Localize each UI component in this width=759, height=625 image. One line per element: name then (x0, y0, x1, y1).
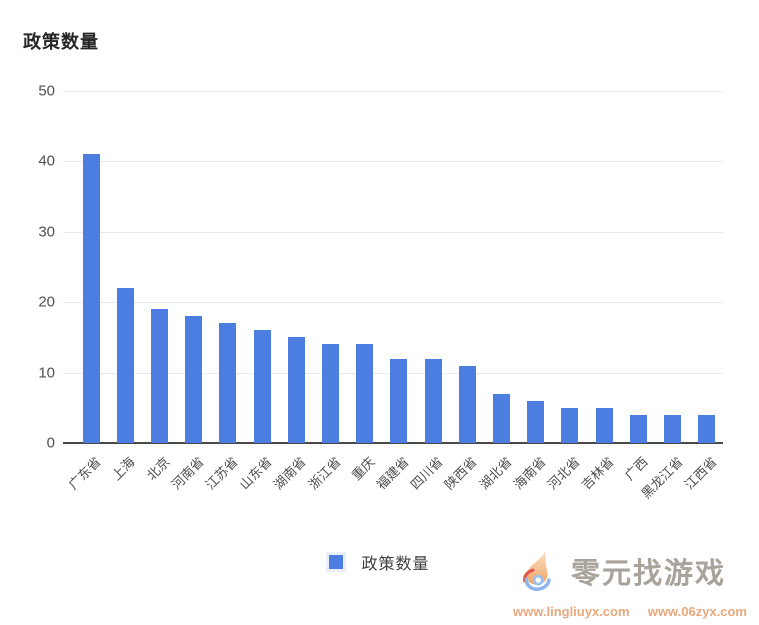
bar-北京 (151, 309, 168, 443)
bar-广西 (629, 414, 647, 443)
bar-slot: 湖北省 (476, 91, 518, 492)
bar-slot: 重庆 (348, 91, 382, 483)
watermark-title: 零元找游戏 (571, 558, 727, 590)
legend: 政策数量 (0, 550, 759, 574)
watermark: 零元找游戏 www.lingliuyx.com www.06zyx.com (513, 548, 747, 619)
x-axis-label-江西省: 江西省 (681, 454, 720, 493)
x-axis-label-福建省: 福建省 (373, 454, 412, 493)
x-axis-label-山东省: 山东省 (236, 454, 275, 493)
bar-slot: 北京 (142, 91, 176, 483)
bar-slot: 湖南省 (271, 91, 313, 492)
x-axis-label-陕西省: 陕西省 (441, 454, 481, 493)
x-axis-line (63, 442, 723, 444)
y-axis-tick-40: 40 (38, 152, 55, 170)
x-axis-label-湖南省: 湖南省 (270, 454, 310, 493)
bar-slot: 福建省 (373, 91, 416, 492)
bar-陕西省 (458, 365, 476, 443)
flame-swirl-logo-icon (513, 548, 567, 601)
bar-slot: 四川省 (408, 91, 450, 492)
bar-吉林省 (595, 407, 613, 443)
x-axis-label-广东省: 广东省 (65, 454, 104, 493)
x-axis-label-河南省: 河南省 (168, 454, 207, 493)
bar-slot: 黑龙江省 (638, 91, 689, 502)
y-axis-tick-30: 30 (38, 223, 55, 241)
bar-slot: 广东省 (66, 91, 108, 492)
y-axis-tick-50: 50 (38, 82, 55, 100)
gridline-50 (63, 91, 723, 92)
x-axis-label-吉林省: 吉林省 (578, 454, 617, 493)
y-axis-tick-10: 10 (38, 364, 55, 382)
bar-湖北省 (493, 393, 511, 443)
bar-上海 (116, 288, 134, 443)
bar-slot: 河南省 (168, 91, 211, 492)
legend-swatch (329, 555, 344, 569)
bar-slot: 河北省 (544, 91, 587, 492)
bar-重庆 (356, 344, 374, 443)
x-axis-label-海南省: 海南省 (510, 454, 549, 493)
bar-浙江省 (322, 344, 340, 443)
bar-slot: 吉林省 (579, 91, 621, 492)
bars-row: 广东省 上海 北京 河南省 江苏省 山东省 湖南省 浙江省 重庆 福建省 四川省 陕西省 湖北省 海南省河… (66, 91, 724, 502)
y-axis-tick-20: 20 (38, 293, 55, 311)
bar-slot: 浙江省 (305, 91, 347, 492)
x-axis-label-河北省: 河北省 (544, 454, 583, 493)
bar-slot: 海南省 (510, 91, 553, 492)
watermark-url-2: www.06zyx.com (647, 604, 747, 619)
bar-slot: 陕西省 (442, 91, 484, 492)
y-axis-tick-0: 0 (46, 434, 55, 452)
bar-湖南省 (287, 337, 305, 443)
watermark-urls: www.lingliuyx.com www.06zyx.com (513, 604, 747, 619)
gridline-20 (63, 302, 723, 304)
watermark-url-1: www.lingliuyx.com (513, 604, 630, 619)
x-axis-label-浙江省: 浙江省 (305, 454, 344, 493)
chart-title: 政策数量 (23, 32, 99, 52)
bar-山东省 (253, 330, 271, 443)
gridline-30 (63, 231, 723, 233)
bar-福建省 (390, 358, 408, 443)
x-axis-label-江苏省: 江苏省 (202, 454, 241, 493)
bar-海南省 (527, 400, 545, 443)
bar-河北省 (561, 407, 579, 443)
bar-广东省 (82, 154, 100, 443)
bar-slot: 江西省 (681, 91, 724, 492)
bar-slot: 山东省 (237, 91, 279, 492)
bar-江苏省 (219, 323, 237, 443)
bar-河南省 (185, 316, 203, 443)
x-axis-label-上海: 上海 (109, 454, 139, 484)
x-axis-label-湖北省: 湖北省 (476, 454, 515, 493)
plot-area: 0 10 20 30 40 50 广东省 上海 北京 河南省 江苏省 山东省 湖南省 浙江省 重庆 福建省 四川… (38, 83, 724, 502)
bar-slot: 江苏省 (202, 91, 245, 492)
bar-黑龙江省 (664, 414, 682, 443)
bar-江西省 (698, 414, 716, 443)
x-axis-label-四川省: 四川省 (407, 454, 446, 493)
legend-label: 政策数量 (361, 556, 430, 573)
gridline-40 (63, 161, 723, 163)
bar-slot: 上海 (108, 91, 142, 483)
bar-slot: 广西 (621, 91, 655, 483)
bar-四川省 (424, 358, 442, 443)
